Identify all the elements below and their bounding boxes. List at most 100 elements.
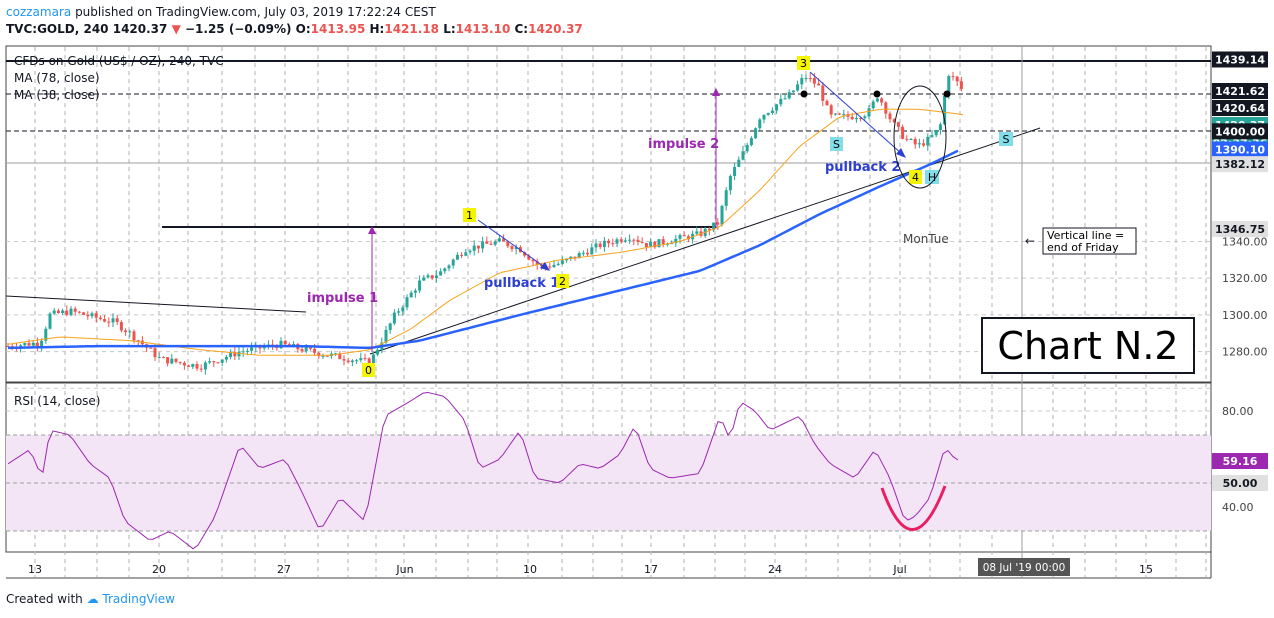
candle-body (90, 313, 94, 317)
candle-body (153, 348, 157, 358)
time-tick-label: 13 (28, 563, 42, 576)
time-cursor-badge (978, 558, 1070, 576)
rsi-tick-label: 40.00 (1222, 501, 1254, 514)
candle-body (527, 255, 531, 260)
impulse1-arrowhead (368, 226, 376, 234)
pullback2-arrowhead (896, 148, 906, 158)
wave3-label: 3 (800, 57, 807, 70)
candle-body (443, 268, 447, 272)
downtrend-line[interactable] (5, 295, 307, 313)
candle-body (468, 250, 472, 253)
candle-body (712, 222, 716, 231)
tradingview-brand[interactable]: TradingView (102, 592, 175, 606)
candle-body (611, 243, 615, 245)
candle-body (657, 239, 661, 248)
chart-header: cozzamara published on TradingView.com, … (6, 4, 583, 38)
neckline-dot-2 (873, 90, 881, 98)
candle-body (661, 239, 665, 244)
candle-body (917, 143, 921, 145)
pullback1-arrow (477, 219, 547, 269)
candle-body (23, 343, 27, 346)
candle-body (531, 259, 535, 262)
candle-body (577, 253, 581, 259)
wave2-label: 2 (559, 275, 566, 288)
candle-body (86, 314, 90, 317)
candle-body (556, 263, 560, 265)
close-label: C: (514, 22, 529, 36)
candle-body (44, 328, 48, 341)
candle-body (762, 114, 766, 120)
candle-body (875, 98, 879, 102)
neckline-dot-1 (800, 90, 808, 98)
candle-body (892, 119, 896, 123)
pullback1-label: pullback 1 (484, 276, 559, 291)
candle-body (569, 256, 573, 259)
candle-body (321, 355, 325, 357)
candle-body (371, 354, 375, 366)
author-link[interactable]: cozzamara (6, 5, 72, 19)
low-label: L: (443, 22, 456, 36)
rsi-last-value: 59.16 (1223, 455, 1258, 468)
price-axis[interactable]: 1280.00 1300.00 1320.00 1340.00 1439.14 1421.… (1212, 51, 1268, 359)
candle-body (40, 340, 44, 347)
candle-body (514, 247, 518, 250)
price-label-text: 1439.14 (1215, 53, 1265, 66)
candle-body (434, 275, 438, 279)
candle-body (367, 358, 371, 366)
candle-body (779, 98, 783, 105)
price-label-badge (1212, 221, 1268, 238)
candle-body (623, 240, 627, 242)
chart-number-label: Chart N.2 (997, 324, 1178, 368)
candle-body (350, 360, 354, 363)
candle-body (497, 238, 501, 242)
candle-body (854, 118, 858, 120)
candle-body (56, 310, 60, 314)
time-axis[interactable]: 13 20 27 Jun 10 17 24 Jul 15 08 Jul '19 00:00 (28, 558, 1153, 576)
candle-body (199, 368, 203, 370)
pullback2-label: pullback 2 (825, 160, 900, 175)
down-arrow-icon: ▼ (171, 22, 181, 36)
candle-body (422, 277, 426, 281)
candle-body (212, 361, 216, 363)
candle-body (384, 329, 388, 343)
rsi-axis[interactable]: 40.00 80.00 50.00 59.16 (1212, 405, 1268, 514)
candle-body (959, 81, 963, 89)
candle-body (346, 360, 350, 363)
candle-body (401, 307, 405, 312)
candle-body (850, 116, 854, 120)
candles (6, 71, 963, 375)
candle-body (250, 347, 254, 351)
candle-body (195, 364, 199, 369)
rsi-rounding-bottom (880, 485, 947, 531)
candle-body (867, 108, 871, 117)
publish-info: published on TradingView.com, July 03, 2… (75, 5, 436, 19)
candle-body (829, 105, 833, 115)
candle-body (955, 76, 959, 82)
candle-body (157, 357, 161, 359)
candle-body (61, 310, 65, 314)
price-label-badge (1212, 123, 1268, 140)
candle-body (73, 308, 77, 312)
candle-body (317, 352, 321, 357)
candle-body (602, 240, 606, 248)
candle-body (741, 151, 745, 160)
candle-body (35, 342, 39, 347)
rsi-tick-label: 80.00 (1222, 405, 1254, 418)
candle-body (182, 362, 186, 366)
ma78-legend: MA (78, close) (14, 71, 100, 85)
time-cursor-label: 08 Jul '19 00:00 (983, 562, 1066, 574)
candle-body (896, 122, 900, 127)
candle-body (787, 92, 791, 99)
wave1-label: 1 (466, 209, 473, 222)
candle-body (430, 275, 434, 279)
candle-body (791, 90, 795, 93)
impulse2-arrowhead (712, 88, 720, 96)
open-label: O: (295, 22, 311, 36)
candle-body (586, 252, 590, 255)
candle-body (581, 252, 585, 254)
wave0-label: 0 (365, 364, 372, 377)
candle-body (178, 361, 182, 363)
candle-body (363, 358, 367, 360)
candle-body (724, 190, 728, 206)
